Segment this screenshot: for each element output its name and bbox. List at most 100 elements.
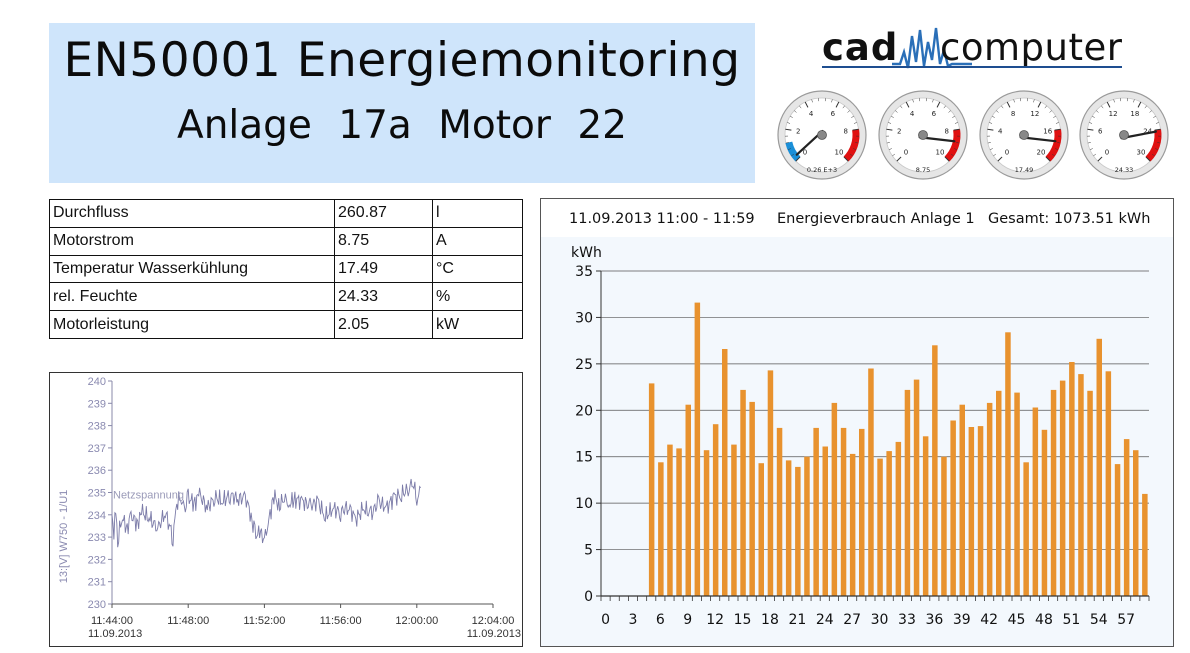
y-tick-label: 232 bbox=[88, 554, 106, 566]
gauge-tick-label: 0 bbox=[1105, 148, 1109, 156]
bar bbox=[895, 441, 902, 596]
y-tick-label: 236 bbox=[88, 465, 106, 477]
bar bbox=[1096, 338, 1102, 596]
gauge-tick-label: 6 bbox=[932, 110, 937, 118]
measurement-value: 260.87 bbox=[334, 199, 433, 228]
bar bbox=[813, 427, 819, 596]
gauge-tick bbox=[842, 105, 845, 109]
gauge-tick bbox=[785, 142, 789, 144]
gauge-hub bbox=[1119, 130, 1129, 140]
bar bbox=[968, 427, 975, 596]
gauge-tick bbox=[1057, 142, 1061, 144]
y-tick-label: 239 bbox=[88, 398, 106, 410]
gauge-tick-label: 16 bbox=[1043, 128, 1052, 136]
logo-underline bbox=[822, 66, 1122, 68]
gauge-red-zone bbox=[1045, 129, 1062, 162]
bar bbox=[831, 402, 838, 596]
bar bbox=[840, 427, 847, 596]
measurement-unit: kW bbox=[432, 310, 523, 339]
gauge-hub bbox=[918, 130, 928, 140]
gauge-tick bbox=[804, 101, 809, 108]
gauge-hub bbox=[817, 130, 827, 140]
chart-time-range: 11.09.2013 11:00 - 11:59 bbox=[569, 211, 755, 227]
bar bbox=[1087, 390, 1093, 596]
bar bbox=[1123, 439, 1130, 596]
table-row: rel. Feuchte 24.33 % bbox=[49, 282, 523, 312]
gauge-tick bbox=[1145, 156, 1151, 162]
energy-chart: 11.09.2013 11:00 - 11:59 Energieverbrauc… bbox=[540, 198, 1174, 647]
bar bbox=[694, 302, 701, 596]
gauge-tick bbox=[799, 105, 802, 109]
bar bbox=[932, 345, 938, 596]
gauge-tick bbox=[835, 101, 840, 108]
gauge-tick-label: 20 bbox=[1037, 148, 1046, 156]
logo-text-cad: cad bbox=[822, 26, 899, 69]
x-tick-label: 11:48:00 bbox=[167, 615, 209, 627]
y-tick-label: 230 bbox=[88, 599, 106, 611]
bar bbox=[1133, 450, 1139, 596]
gauge-tick-label: 12 bbox=[1109, 110, 1118, 118]
gauge-tick bbox=[1051, 153, 1055, 157]
y-axis-label: 13:[V] W750 - 1/U1 bbox=[58, 490, 70, 584]
gauge-tick bbox=[996, 110, 999, 113]
measurement-unit: A bbox=[432, 226, 523, 256]
gauge-tick bbox=[1049, 110, 1052, 113]
gauge-readout: 17.49 bbox=[1015, 166, 1034, 174]
bar bbox=[904, 389, 911, 596]
logo-text-computer: computer bbox=[940, 26, 1123, 69]
gauge-tick bbox=[1092, 115, 1095, 118]
measurement-label: Motorleistung bbox=[49, 310, 335, 339]
measurement-unit: °C bbox=[432, 254, 523, 284]
gauge-readout: 24.33 bbox=[1115, 166, 1134, 174]
measurement-unit: l bbox=[432, 199, 523, 228]
measurement-table: Durchfluss 260.87 l Motorstrom 8.75 A Te… bbox=[49, 199, 523, 339]
x-tick-label: 54 bbox=[1090, 612, 1108, 628]
y-tick-label: 240 bbox=[88, 376, 106, 388]
gauge-tick bbox=[1055, 122, 1059, 124]
bar bbox=[703, 450, 710, 596]
gauge-tick bbox=[956, 142, 960, 144]
gauge-tick bbox=[953, 128, 960, 131]
bar bbox=[950, 420, 956, 596]
series-label: Netzspannung bbox=[113, 490, 184, 502]
gauge-tick bbox=[900, 105, 903, 109]
chart-plot-background bbox=[541, 237, 1173, 646]
x-tick-label: 30 bbox=[871, 612, 889, 628]
gauge-tick bbox=[912, 99, 914, 103]
y-axis-label: kWh bbox=[571, 245, 602, 261]
gauge-tick bbox=[831, 99, 833, 103]
bar bbox=[685, 404, 691, 596]
gauge-red-zone bbox=[1145, 129, 1162, 162]
gauge-tick bbox=[895, 110, 898, 113]
y-tick-label: 233 bbox=[88, 532, 106, 544]
gauge-tick bbox=[843, 156, 849, 162]
gauge-tick-label: 12 bbox=[1030, 110, 1039, 118]
gauge-tick bbox=[1149, 110, 1152, 113]
gauge-tick bbox=[891, 115, 894, 118]
measurement-value: 24.33 bbox=[334, 282, 433, 312]
gauge-tick bbox=[794, 110, 797, 113]
x-tick-label: 18 bbox=[761, 612, 779, 628]
gauge-tick bbox=[1087, 128, 1094, 131]
gauge-tick bbox=[936, 101, 941, 108]
gauge-tick bbox=[992, 115, 995, 118]
gauge-tick bbox=[896, 156, 902, 162]
measurement-label: Durchfluss bbox=[49, 199, 335, 228]
y-tick-label: 5 bbox=[584, 543, 593, 559]
gauge-feuchte: 0 6 12 18 24 30 24.33 bbox=[1074, 90, 1174, 180]
gauge-tick bbox=[1044, 105, 1047, 109]
gauge-tick bbox=[791, 153, 795, 157]
gauge-tick bbox=[1113, 99, 1115, 103]
gauge-tick-label: 24 bbox=[1143, 128, 1152, 136]
gauge-tick bbox=[1154, 128, 1161, 131]
bar bbox=[676, 448, 682, 596]
gauge-tick bbox=[1133, 99, 1135, 103]
gauge-tick bbox=[811, 99, 813, 103]
table-row: Temperatur Wasserkühlung 17.49 °C bbox=[49, 254, 523, 284]
bar bbox=[776, 427, 783, 596]
gauge-tick-label: 0 bbox=[904, 148, 908, 156]
y-tick-label: 235 bbox=[88, 488, 106, 500]
x-tick-label: 39 bbox=[953, 612, 971, 628]
y-tick-label: 20 bbox=[575, 403, 593, 419]
